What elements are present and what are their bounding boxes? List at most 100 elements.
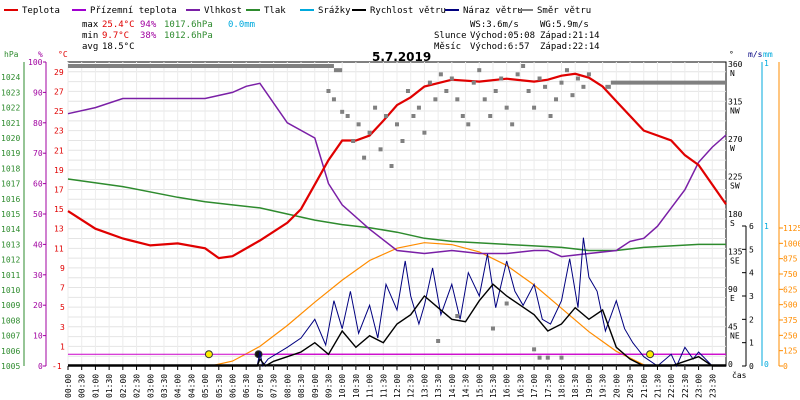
dir-point (362, 155, 367, 160)
chart-title: 5.7.2019 (372, 50, 431, 64)
dir-point (422, 130, 427, 135)
x-tick-label: 19:00 (585, 374, 594, 398)
wm2-tick-label: 375 (783, 316, 798, 325)
x-tick-label: 20:30 (626, 374, 635, 398)
dir-point (586, 72, 591, 77)
wm2-tick-label: 0 (783, 362, 788, 371)
dir-point (515, 72, 520, 77)
x-tick-label: 05:00 (201, 374, 210, 398)
mm-tick-label-top: 1 (764, 59, 769, 68)
hpa-tick-label: 1019 (1, 149, 20, 158)
x-tick-label: 09:30 (324, 374, 333, 398)
hpa-tick-label: 1018 (1, 164, 20, 173)
x-tick-label: 23:30 (708, 374, 717, 398)
hpa-tick-label: 1007 (1, 332, 20, 341)
pct-tick-label: 50 (33, 210, 43, 219)
hpa-tick-label: 1020 (1, 134, 20, 143)
x-tick-label: 03:00 (146, 374, 155, 398)
c-tick-label: 3 (60, 323, 65, 332)
x-tick-label: 08:00 (283, 374, 292, 398)
pct-tick-label: 100 (28, 58, 43, 67)
dir-point (411, 114, 416, 118)
x-tick-label: 15:00 (475, 374, 484, 398)
x-tick-label: 06:30 (242, 374, 251, 398)
wm2-tick-label: 625 (783, 285, 798, 294)
dir-point (545, 355, 550, 360)
legend-label: Tlak (264, 6, 286, 16)
x-tick-label: 20:00 (612, 374, 621, 398)
hpa-tick-label: 1013 (1, 240, 20, 249)
c-axis-unit: °C (58, 50, 68, 59)
dir-point (416, 105, 421, 110)
dir-tick-label: 225 (728, 173, 743, 182)
hpa-tick-label: 1005 (1, 362, 20, 371)
ms-axis-unit: m/s (748, 50, 763, 59)
x-tick-label: 07:00 (256, 374, 265, 398)
sun-rise: Východ:05:08 (470, 31, 535, 41)
pct-tick-label: 10 (33, 332, 43, 341)
x-tick-label: 16:00 (503, 374, 512, 398)
c-tick-label: 11 (54, 244, 64, 253)
x-tick-label: 01:00 (91, 374, 100, 398)
c-tick-label: -1 (52, 362, 62, 371)
c-tick-label: 5 (60, 303, 65, 312)
c-tick-label: 7 (60, 284, 65, 293)
ms-tick-label: 0 (749, 362, 754, 371)
dir-point (460, 114, 465, 118)
dir-tick-label: 315 (728, 98, 743, 107)
pct-tick-label: 30 (33, 271, 43, 280)
dir-point (405, 89, 410, 93)
dir-point (521, 64, 526, 68)
dir-point (575, 76, 580, 81)
dir-point (490, 326, 495, 331)
dir-axis-unit: ° (729, 50, 734, 59)
moon-label: Měsíc (434, 42, 461, 52)
dir-point (482, 97, 487, 102)
wm2-tick-label: 500 (783, 301, 798, 310)
x-axis-label: čas (732, 370, 747, 380)
x-tick-label: 01:30 (105, 374, 114, 398)
moon-rise: Východ:6:57 (470, 42, 530, 52)
x-tick-label: 23:00 (695, 374, 704, 398)
ms-tick-label: 5 (749, 245, 754, 254)
hpa-axis-unit: hPa (4, 50, 19, 59)
hpa-tick-label: 1012 (1, 256, 20, 265)
ms-tick-label: 1 (749, 339, 754, 348)
legend-label: Srážky (318, 6, 351, 16)
x-tick-label: 21:30 (653, 374, 662, 398)
x-tick-label: 21:00 (640, 374, 649, 398)
ms-tick-label: 6 (749, 222, 754, 231)
legend-label: Náraz větru (463, 6, 523, 16)
c-tick-label: 9 (60, 264, 65, 273)
legend-label: Vlhkost (204, 6, 242, 16)
dir-point (367, 130, 372, 135)
hpa-tick-label: 1022 (1, 104, 20, 113)
dir-tick-name: SW (730, 182, 740, 191)
x-tick-label: 14:00 (448, 374, 457, 398)
pct-tick-label: 40 (33, 240, 43, 249)
sunrise-marker (204, 350, 213, 359)
dir-tick-name: SE (730, 257, 740, 266)
dir-point (564, 68, 569, 73)
pct-tick-label: 70 (33, 149, 43, 158)
x-tick-label: 13:00 (420, 374, 429, 398)
wm2-tick-label: 875 (783, 255, 798, 264)
hpa-tick-label: 1009 (1, 301, 20, 310)
x-tick-label: 17:30 (544, 374, 553, 398)
x-tick-label: 13:30 (434, 374, 443, 398)
sunset-marker (646, 350, 655, 359)
dir-point (537, 355, 542, 360)
dir-point (504, 105, 509, 110)
pct-tick-label: 0 (38, 362, 43, 371)
dir-point (378, 147, 383, 152)
c-tick-label: 25 (54, 107, 64, 116)
hpa-tick-label: 1021 (1, 119, 20, 128)
dir-point (438, 72, 443, 77)
dir-tick-label: 135 (728, 248, 743, 257)
c-tick-label: 27 (54, 87, 64, 96)
c-tick-label: 15 (54, 205, 64, 214)
x-tick-label: 10:30 (352, 374, 361, 398)
dir-point (400, 139, 405, 143)
wm2-tick-label: 1125 (783, 224, 800, 233)
dir-point (554, 97, 559, 102)
